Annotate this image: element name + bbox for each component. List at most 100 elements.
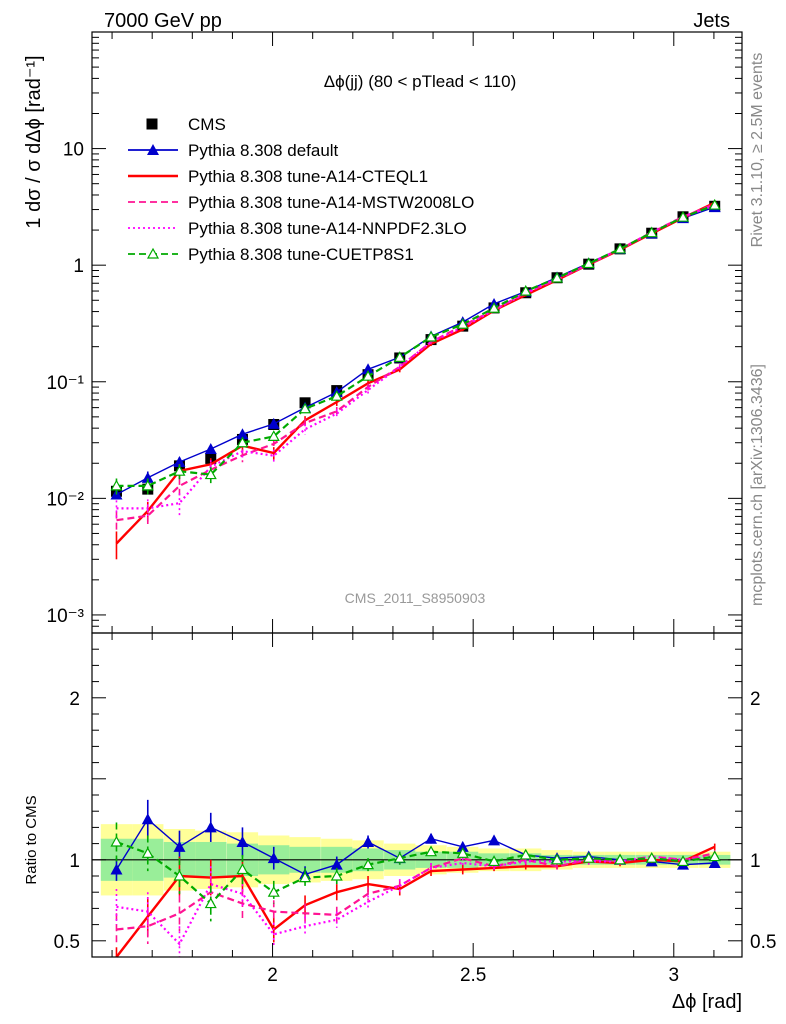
watermark: CMS_2011_S8950903 [345, 590, 486, 606]
open-triangle-marker [582, 257, 595, 269]
open-triangle-marker [393, 351, 406, 362]
open-triangle-marker [708, 850, 721, 862]
open-triangle-marker [362, 369, 375, 381]
open-triangle-marker [299, 871, 312, 883]
series-line [116, 202, 716, 522]
open-triangle-marker [425, 330, 438, 342]
series-line [116, 204, 716, 487]
ratio-frame [91, 632, 743, 958]
open-triangle-marker [141, 847, 154, 858]
x-tick-label: 2 [267, 965, 278, 986]
triangle-marker [110, 863, 123, 875]
y-tick-label: 10⁻³ [47, 606, 85, 627]
ratio-tick-label-right: 1 [750, 851, 761, 872]
open-triangle-marker [488, 302, 501, 313]
open-triangle-marker [146, 247, 160, 259]
open-triangle-marker [645, 851, 658, 863]
ratio-tick-label-right: 2 [750, 689, 761, 710]
triangle-marker [141, 471, 154, 483]
open-triangle-marker [708, 198, 721, 210]
triangle-marker [362, 835, 375, 847]
open-triangle-marker [267, 885, 280, 897]
triangle-marker [488, 834, 501, 846]
triangle-marker [425, 832, 438, 844]
open-triangle-marker [267, 430, 280, 441]
ratio-series [110, 799, 721, 958]
y-tick-label: 10 [63, 140, 84, 161]
series-line [116, 852, 715, 931]
triangle-marker [236, 835, 249, 847]
y-tick-label: 1 [73, 256, 84, 277]
open-triangle-marker [676, 210, 690, 222]
header-left: 7000 GeV pp [104, 10, 222, 32]
legend-label: Pythia 8.308 tune-CUETP8S1 [188, 245, 414, 264]
plot-title: Δϕ(jj) (80 < pTlead < 110) [324, 72, 517, 91]
rivet-label: Rivet 3.1.10, ≥ 2.5M events [749, 53, 766, 248]
y-tick-label: 10⁻² [47, 489, 85, 510]
triangle-marker [147, 144, 159, 155]
triangle-marker [330, 858, 343, 870]
open-triangle-marker [330, 389, 343, 401]
ratio-tick-label: 2 [69, 689, 80, 710]
triangle-marker [173, 456, 186, 468]
open-triangle-marker [425, 845, 438, 857]
open-triangle-marker [614, 242, 627, 254]
ratio-tick-label-right: 0.5 [750, 932, 776, 953]
open-triangle-marker [519, 284, 532, 296]
triangle-marker [141, 813, 154, 825]
open-triangle-marker [204, 897, 217, 909]
open-triangle-marker [456, 318, 469, 329]
triangle-marker [456, 840, 469, 852]
y-axis-label-top: 1 dσ / σ dΔϕ [rad⁻¹] [23, 55, 45, 228]
legend: CMS Pythia 8.308 default Pythia 8.308 tune… [128, 115, 474, 264]
series-line [116, 840, 715, 906]
open-triangle-marker [393, 851, 406, 863]
triangle-marker [267, 852, 280, 864]
open-triangle-marker [173, 464, 186, 476]
open-triangle-marker [236, 863, 249, 875]
open-triangle-marker [488, 855, 501, 867]
legend-label: Pythia 8.308 tune-A14-MSTW2008LO [188, 193, 474, 212]
x-tick-label: 3 [669, 965, 680, 986]
axes: 10⁻³ 10⁻² 10⁻¹ 1 10 0.5 0.5 1 1 2 2 2 2.5 3 [47, 31, 776, 986]
open-triangle-marker [173, 869, 186, 881]
ratio-tick-label: 0.5 [54, 932, 80, 953]
triangle-marker [236, 428, 249, 440]
open-triangle-marker [645, 226, 658, 238]
open-triangle-marker [204, 468, 217, 480]
square-marker [146, 118, 158, 130]
series-line [115, 818, 715, 876]
mcplots-label: mcplots.cern.ch [arXiv:1306.3436] [749, 364, 766, 606]
open-triangle-marker [330, 869, 343, 881]
triangle-marker [204, 443, 217, 455]
open-triangle-marker [456, 847, 469, 858]
legend-label: CMS [188, 115, 226, 134]
series-line [115, 845, 716, 958]
open-triangle-marker [551, 271, 564, 283]
series-line [116, 855, 715, 946]
triangle-marker [362, 363, 375, 375]
x-tick-label: 2.5 [460, 965, 486, 986]
x-axis-label: Δϕ [rad] [672, 991, 742, 1013]
top-series [110, 198, 721, 560]
open-triangle-marker [551, 853, 564, 865]
legend-label: Pythia 8.308 tune-A14-NNPDF2.3LO [188, 219, 467, 238]
y-tick-label: 10⁻¹ [47, 373, 85, 394]
open-triangle-marker [582, 851, 595, 863]
open-triangle-marker [614, 853, 627, 865]
triangle-marker [173, 840, 186, 852]
triangle-marker [267, 417, 280, 429]
open-triangle-marker [676, 855, 690, 867]
triangle-marker [204, 821, 217, 833]
open-triangle-marker [362, 858, 375, 870]
legend-label: Pythia 8.308 tune-A14-CTEQL1 [188, 167, 428, 186]
triangle-marker [708, 857, 721, 869]
open-triangle-marker [110, 835, 123, 847]
y-axis-label-ratio: Ratio to CMS [23, 795, 40, 884]
open-triangle-marker [299, 402, 312, 414]
header-right: Jets [693, 10, 730, 32]
legend-label: Pythia 8.308 default [188, 141, 339, 160]
open-triangle-marker [141, 479, 154, 491]
open-triangle-marker [236, 436, 249, 448]
